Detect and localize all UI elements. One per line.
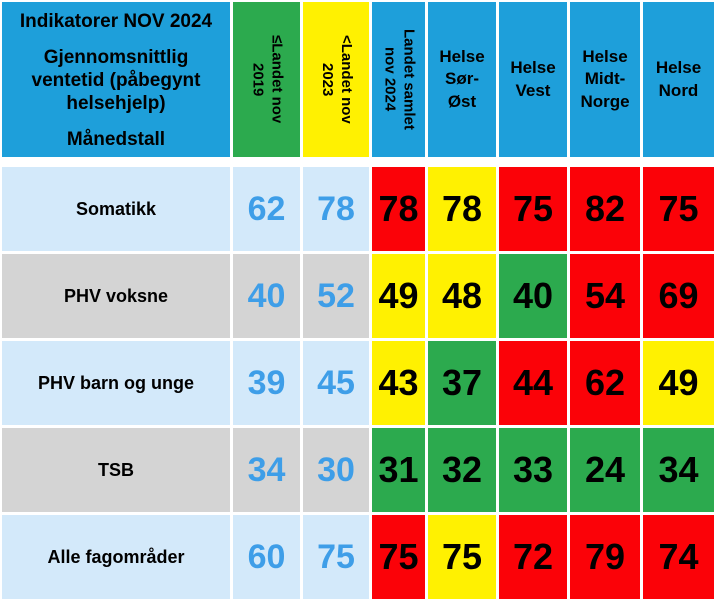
header-body-divider — [2, 160, 714, 164]
value-helse-vest: 72 — [499, 515, 567, 599]
value-landet-2024: 78 — [372, 167, 425, 251]
value-helse-sor-ost: 48 — [428, 254, 496, 338]
value-landet-2024: 49 — [372, 254, 425, 338]
header-subtitle: Gjennomsnittlig ventetid (påbegynt helse… — [31, 46, 201, 115]
value-helse-midt-norge: 54 — [570, 254, 640, 338]
col-header-landet-2024: Landet samlet nov 2024 — [372, 2, 425, 157]
value-helse-midt-norge: 62 — [570, 341, 640, 425]
table-header-block: Indikatorer NOV 2024 Gjennomsnittlig ven… — [2, 2, 230, 157]
col-header-helse-vest: Helse Vest — [499, 2, 567, 157]
value-helse-midt-norge: 79 — [570, 515, 640, 599]
ref-value-2023: 78 — [303, 167, 369, 251]
value-helse-sor-ost: 78 — [428, 167, 496, 251]
value-helse-nord: 34 — [643, 428, 714, 512]
row-label-tsb: TSB — [2, 428, 230, 512]
col-header-landet-2023: <Landet nov 2023 — [303, 2, 369, 157]
value-helse-sor-ost: 75 — [428, 515, 496, 599]
value-helse-vest: 44 — [499, 341, 567, 425]
value-helse-nord: 75 — [643, 167, 714, 251]
ref-value-2023: 30 — [303, 428, 369, 512]
ref-value-2023: 52 — [303, 254, 369, 338]
value-helse-midt-norge: 24 — [570, 428, 640, 512]
col-header-landet-2019-label: ≤Landet nov 2019 — [249, 35, 286, 124]
header-period: Månedstall — [66, 128, 166, 150]
value-helse-midt-norge: 82 — [570, 167, 640, 251]
value-landet-2024: 43 — [372, 341, 425, 425]
row-label-phv-voksne: PHV voksne — [2, 254, 230, 338]
value-helse-vest: 33 — [499, 428, 567, 512]
value-helse-nord: 69 — [643, 254, 714, 338]
row-label-alle-fagomrader: Alle fagområder — [2, 515, 230, 599]
ref-value-2023: 75 — [303, 515, 369, 599]
col-header-helse-sor-ost: Helse Sør- Øst — [428, 2, 496, 157]
ref-value-2019: 40 — [233, 254, 300, 338]
col-header-landet-2023-label: <Landet nov 2023 — [319, 35, 355, 124]
value-landet-2024: 31 — [372, 428, 425, 512]
col-header-helse-nord: Helse Nord — [643, 2, 714, 157]
ref-value-2019: 39 — [233, 341, 300, 425]
value-helse-sor-ost: 37 — [428, 341, 496, 425]
row-label-phv-barn-og-unge: PHV barn og unge — [2, 341, 230, 425]
col-header-helse-midt-norge: Helse Midt- Norge — [570, 2, 640, 157]
value-helse-nord: 74 — [643, 515, 714, 599]
ref-value-2023: 45 — [303, 341, 369, 425]
row-label-somatikk: Somatikk — [2, 167, 230, 251]
ref-value-2019: 34 — [233, 428, 300, 512]
header-title: Indikatorer NOV 2024 — [19, 11, 213, 32]
value-helse-nord: 49 — [643, 341, 714, 425]
value-helse-vest: 40 — [499, 254, 567, 338]
ref-value-2019: 62 — [233, 167, 300, 251]
value-helse-sor-ost: 32 — [428, 428, 496, 512]
ref-value-2019: 60 — [233, 515, 300, 599]
value-helse-vest: 75 — [499, 167, 567, 251]
col-header-landet-2024-label: Landet samlet nov 2024 — [381, 29, 418, 130]
col-header-landet-2019: ≤Landet nov 2019 — [233, 2, 300, 157]
value-landet-2024: 75 — [372, 515, 425, 599]
